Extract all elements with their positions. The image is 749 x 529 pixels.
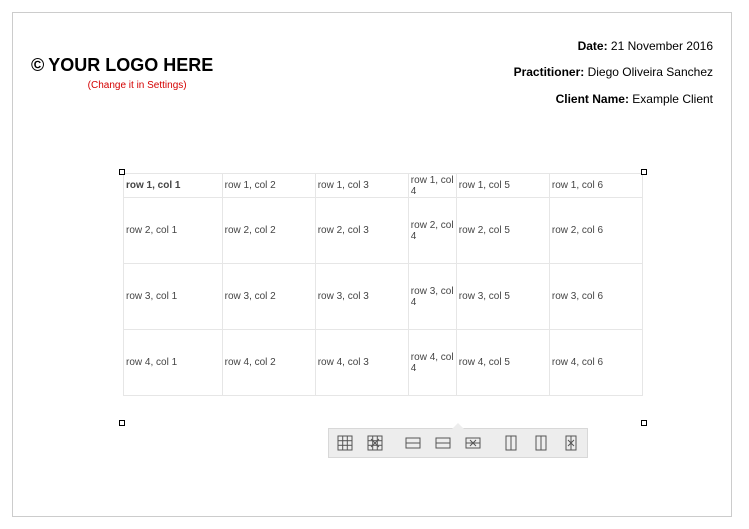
table-cell[interactable]: row 2, col 5 [456, 198, 549, 264]
delete-table-icon [367, 435, 383, 451]
table-cell[interactable]: row 4, col 1 [124, 330, 223, 396]
table-cell[interactable]: row 1, col 5 [456, 174, 549, 198]
delete-table-button[interactable] [360, 430, 390, 456]
resize-handle-bl[interactable] [119, 420, 125, 426]
document-page: ©YOUR LOGO HERE (Change it in Settings) … [12, 12, 732, 517]
insert-row-above-icon [405, 435, 421, 451]
table-row[interactable]: row 1, col 1row 1, col 2row 1, col 3row … [124, 174, 643, 198]
client-value: Example Client [632, 92, 713, 106]
logo-subtext: (Change it in Settings) [61, 80, 213, 91]
delete-row-icon [465, 435, 481, 451]
meta-block: Date: 21 November 2016 Practitioner: Die… [514, 33, 713, 112]
date-label: Date: [578, 39, 608, 53]
date-value: 21 November 2016 [611, 39, 713, 53]
table-row[interactable]: row 4, col 1row 4, col 2row 4, col 3row … [124, 330, 643, 396]
table-cell[interactable]: row 4, col 5 [456, 330, 549, 396]
practitioner-label: Practitioner: [514, 65, 585, 79]
logo-text: YOUR LOGO HERE [48, 55, 213, 75]
table-cell[interactable]: row 2, col 3 [315, 198, 408, 264]
table-toolbar [328, 428, 588, 458]
logo-heading: ©YOUR LOGO HERE [31, 55, 213, 76]
header: ©YOUR LOGO HERE (Change it in Settings) … [31, 33, 713, 112]
insert-col-left-icon [503, 435, 519, 451]
insert-col-right-icon [533, 435, 549, 451]
table-cell[interactable]: row 1, col 2 [222, 174, 315, 198]
delete-col-button[interactable] [556, 430, 586, 456]
table-cell[interactable]: row 4, col 4 [408, 330, 456, 396]
delete-row-button[interactable] [458, 430, 488, 456]
table-cell[interactable]: row 2, col 4 [408, 198, 456, 264]
insert-row-below-button[interactable] [428, 430, 458, 456]
insert-row-above-button[interactable] [398, 430, 428, 456]
table-cell[interactable]: row 3, col 4 [408, 264, 456, 330]
content-table[interactable]: row 1, col 1row 1, col 2row 1, col 3row … [123, 173, 643, 408]
table-cell[interactable]: row 2, col 1 [124, 198, 223, 264]
logo-block: ©YOUR LOGO HERE (Change it in Settings) [31, 33, 213, 91]
table-editor[interactable]: row 1, col 1row 1, col 2row 1, col 3row … [123, 173, 643, 408]
toolbar-separator [390, 430, 398, 456]
table-cell[interactable]: row 3, col 2 [222, 264, 315, 330]
table-cell[interactable]: row 4, col 3 [315, 330, 408, 396]
client-label: Client Name: [556, 92, 629, 106]
table-row[interactable]: row 3, col 1row 3, col 2row 3, col 3row … [124, 264, 643, 330]
table-cell[interactable]: row 3, col 5 [456, 264, 549, 330]
table-properties-icon [337, 435, 353, 451]
table-cell[interactable]: row 1, col 6 [549, 174, 642, 198]
insert-col-left-button[interactable] [496, 430, 526, 456]
table-cell[interactable]: row 3, col 6 [549, 264, 642, 330]
copyright-icon: © [31, 55, 44, 75]
table-cell[interactable]: row 4, col 6 [549, 330, 642, 396]
toolbar-separator [488, 430, 496, 456]
insert-row-below-icon [435, 435, 451, 451]
table-cell[interactable]: row 2, col 2 [222, 198, 315, 264]
table-cell[interactable]: row 4, col 2 [222, 330, 315, 396]
table-properties-button[interactable] [330, 430, 360, 456]
resize-handle-tr[interactable] [641, 169, 647, 175]
table-cell[interactable]: row 1, col 3 [315, 174, 408, 198]
delete-col-icon [563, 435, 579, 451]
table-cell[interactable]: row 2, col 6 [549, 198, 642, 264]
table-cell[interactable]: row 1, col 4 [408, 174, 456, 198]
resize-handle-tl[interactable] [119, 169, 125, 175]
table-cell[interactable]: row 3, col 1 [124, 264, 223, 330]
table-cell[interactable]: row 1, col 1 [124, 174, 223, 198]
table-row[interactable]: row 2, col 1row 2, col 2row 2, col 3row … [124, 198, 643, 264]
insert-col-right-button[interactable] [526, 430, 556, 456]
resize-handle-br[interactable] [641, 420, 647, 426]
practitioner-value: Diego Oliveira Sanchez [588, 65, 713, 79]
table-cell[interactable]: row 3, col 3 [315, 264, 408, 330]
